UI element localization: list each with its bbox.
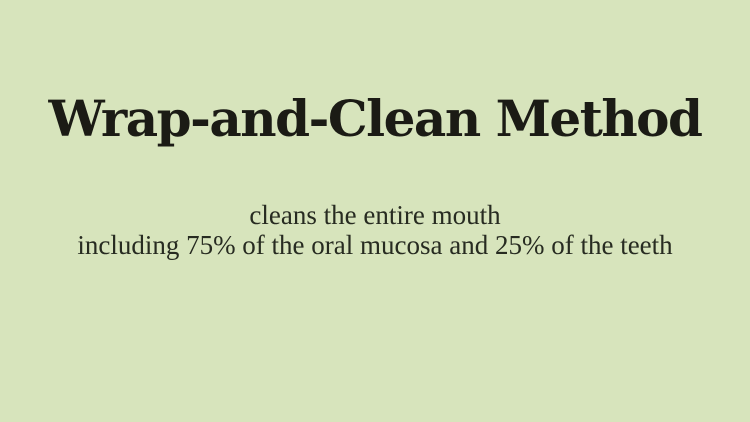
- subtitle-line-2: including 75% of the oral mucosa and 25%…: [77, 229, 673, 260]
- slide-title: Wrap-and-Clean Method: [48, 89, 704, 148]
- slide-subtitle: cleans the entire mouth including 75% of…: [0, 200, 750, 260]
- subtitle-line-1: cleans the entire mouth: [249, 199, 501, 230]
